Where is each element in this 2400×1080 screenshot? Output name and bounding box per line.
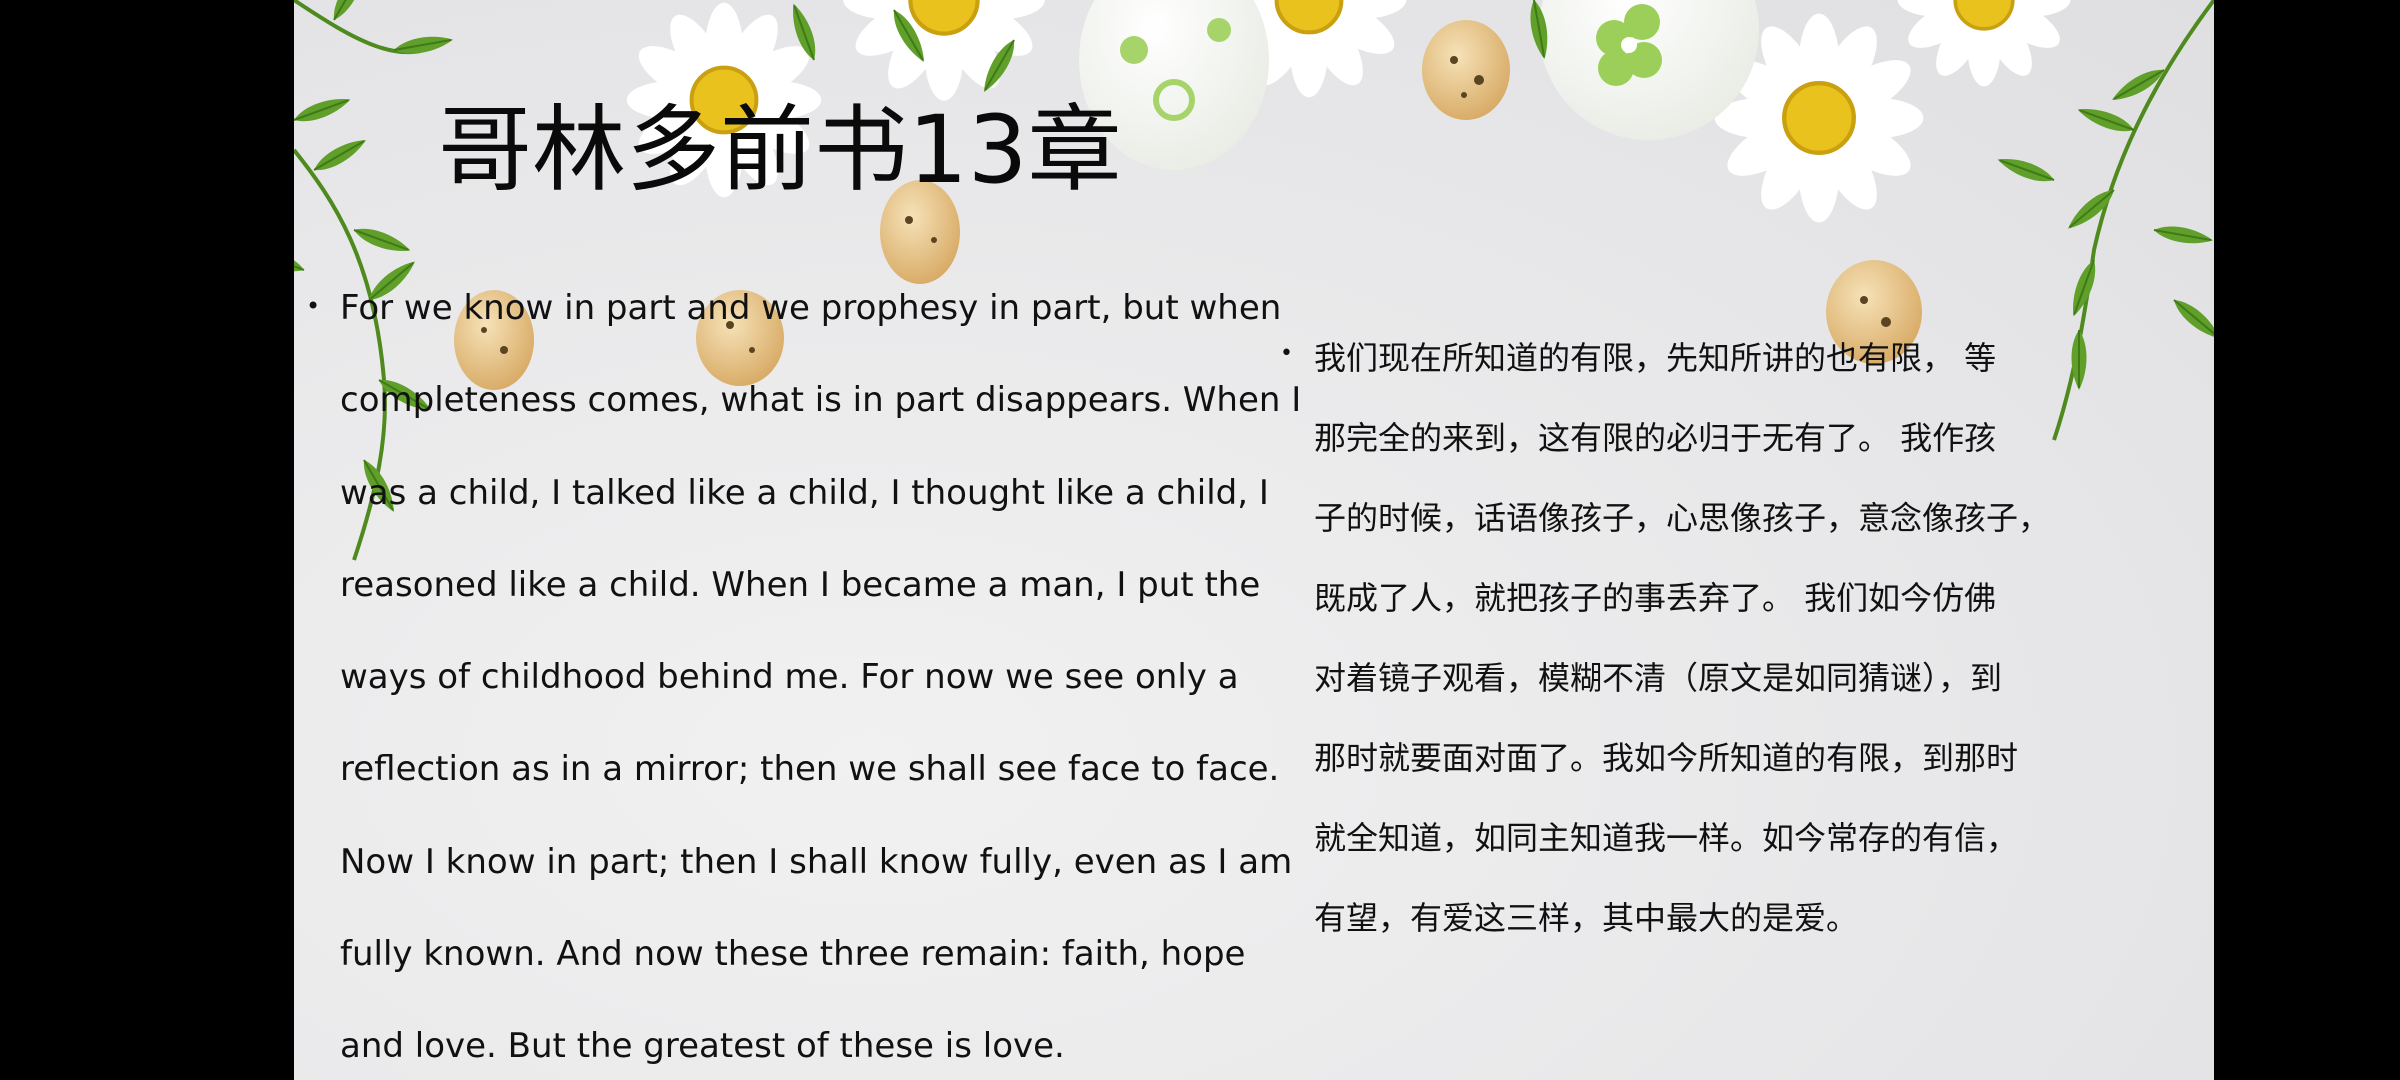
- leaf-icon: [294, 0, 456, 129]
- english-verse-text: For we know in part and we prophesy in p…: [306, 260, 1530, 1080]
- chinese-verse-text: 我们现在所知道的有限，先知所讲的也有限， 等 那完全的来到，这有限的必归于无有了…: [1280, 314, 2104, 958]
- slide-title: 哥林多前书13章: [438, 96, 1122, 205]
- english-verse-list: For we know in part and we prophesy in p…: [306, 260, 1530, 1080]
- presentation-slide: 哥林多前书13章 For we know in part and we prop…: [294, 0, 2214, 1080]
- daisy-icon: [843, 0, 1045, 101]
- quail-egg-icon: [880, 180, 960, 284]
- quail-egg-icon: [1422, 20, 1510, 120]
- chinese-verse-list: 我们现在所知道的有限，先知所讲的也有限， 等 那完全的来到，这有限的必归于无有了…: [1280, 314, 2104, 958]
- daisy-icon: [1895, 0, 2073, 89]
- painted-egg-icon: [1539, 0, 1759, 140]
- painted-egg-icon: [1079, 0, 1269, 170]
